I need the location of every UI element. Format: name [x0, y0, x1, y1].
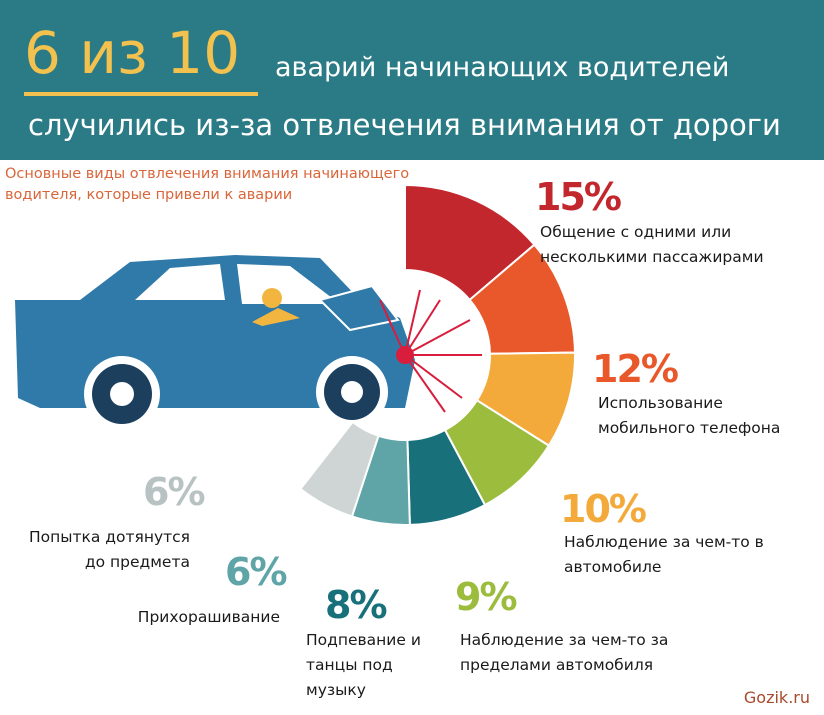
category-label-7: Попытка дотянутся до предмета — [29, 528, 190, 571]
header-banner: 6 из 10 аварий начинающих водителей случ… — [0, 0, 824, 160]
value-label-4: 9% — [455, 575, 516, 619]
value-label-7: 6% — [143, 470, 204, 514]
category-label-4: Наблюдение за чем-то за пределами автомоб… — [460, 631, 668, 674]
headline-line-2: случились из-за отвлечения внимания от д… — [28, 108, 781, 142]
category-label-6: Прихорашивание — [138, 608, 280, 626]
category-label-2: Использование мобильного телефона — [598, 394, 780, 437]
headline-underline — [24, 92, 258, 96]
crashed-car-illustration — [15, 255, 482, 432]
value-label-1: 15% — [535, 175, 621, 219]
category-label-1: Общение с одними или несколькими пассажир… — [540, 223, 764, 266]
category-label-5: Подпевание и танцы под музыку — [306, 631, 421, 699]
value-label-3: 10% — [560, 487, 646, 531]
value-label-5: 8% — [325, 583, 386, 627]
slice-7 — [298, 420, 380, 518]
value-label-2: 12% — [592, 347, 678, 391]
headline-number: 6 из 10 — [24, 19, 241, 87]
value-label-6: 6% — [225, 550, 286, 594]
watermark: Gozik.ru — [743, 688, 810, 707]
headline-line-1: аварий начинающих водителей — [275, 52, 730, 83]
category-label-3: Наблюдение за чем-то в автомобиле — [564, 533, 764, 576]
chart-subtitle: Основные виды отвлечения внимания начина… — [5, 166, 410, 203]
